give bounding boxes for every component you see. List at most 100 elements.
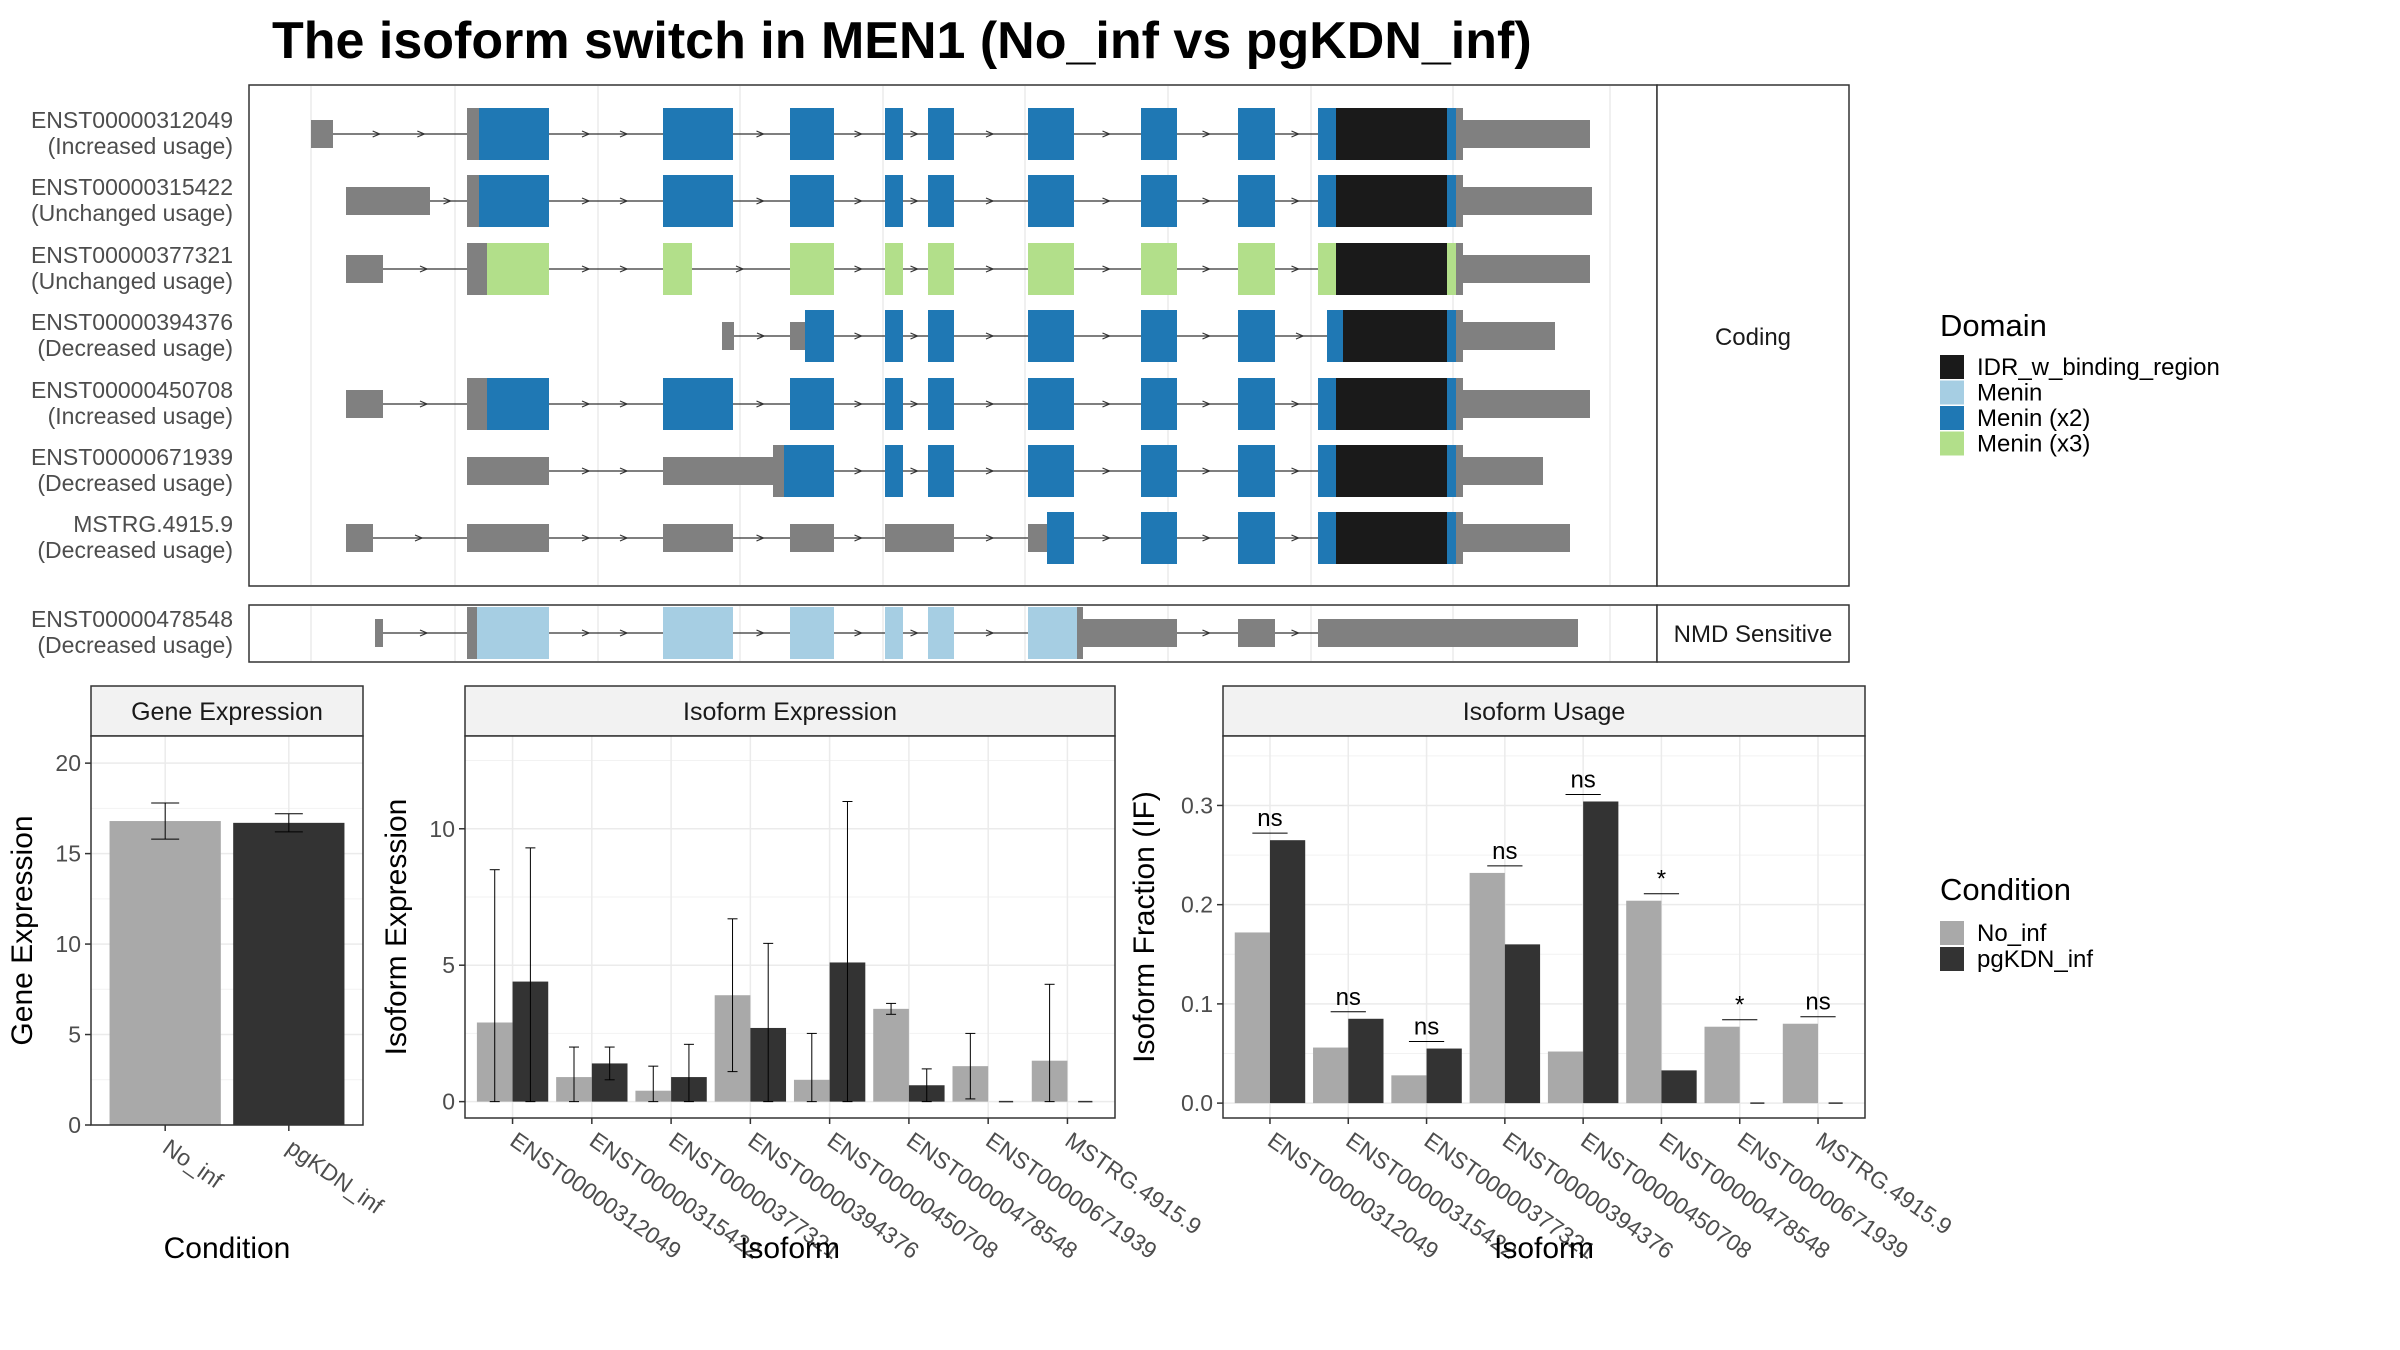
intron-arrow	[854, 130, 864, 138]
coding-exon	[663, 378, 733, 430]
y-tick-label: 0.3	[1181, 792, 1213, 818]
intron-arrow	[910, 467, 920, 475]
utr-exon	[1028, 524, 1047, 552]
coding-exon	[1318, 445, 1336, 497]
utr-exon	[1463, 524, 1570, 552]
bar	[233, 822, 345, 1125]
isoform-row-label: ENST00000315422	[31, 174, 233, 200]
coding-exon	[1238, 175, 1275, 227]
coding-exon	[1028, 607, 1077, 659]
y-tick-label: 10	[429, 816, 455, 842]
intron-arrow	[1102, 467, 1112, 475]
plot-border	[464, 735, 1116, 1119]
intron-arrow	[1291, 629, 1301, 637]
intron-arrow	[735, 265, 745, 273]
y-tick-label: 0	[442, 1089, 455, 1115]
coding-exon	[885, 378, 903, 430]
y-tick-label: 5	[68, 1022, 81, 1048]
coding-exon	[479, 108, 549, 160]
domain-legend-key	[1940, 380, 1964, 405]
intron-arrow	[985, 629, 995, 637]
plot-border	[90, 735, 364, 1126]
utr-exon	[346, 187, 430, 215]
intron-arrow	[985, 534, 995, 542]
gene-expression-panel: Gene Expression 0 5 10 15 20 No_inf pgKDN_inf Co…	[6, 685, 388, 1265]
utr-exon	[885, 524, 954, 552]
intron-arrow	[419, 400, 429, 408]
coding-exon	[1447, 445, 1456, 497]
domain-legend-key	[1940, 406, 1964, 430]
coding-exon	[1141, 175, 1177, 227]
domain-legend-label: Menin	[1977, 380, 2042, 407]
coding-exon	[663, 243, 692, 295]
intron-arrow	[1202, 332, 1212, 340]
utr-exon	[467, 524, 549, 552]
y-tick-label: 5	[442, 952, 455, 978]
intron-arrow	[1291, 467, 1301, 475]
intron-arrow	[619, 400, 629, 408]
significance-label: ns	[1570, 766, 1595, 793]
intron-arrow	[414, 534, 424, 542]
coding-exon	[928, 445, 954, 497]
utr-exon	[346, 524, 373, 552]
isoform-row-label: ENST00000478548	[31, 606, 233, 632]
domain-legend-key	[1940, 431, 1964, 456]
significance-label: *	[1735, 992, 1744, 1019]
intron-arrow	[1202, 197, 1212, 205]
coding-exon	[1456, 243, 1463, 295]
significance-label: ns	[1805, 989, 1830, 1016]
utr-exon	[790, 322, 805, 350]
coding-exon	[1238, 445, 1275, 497]
coding-exon	[1141, 108, 1177, 160]
plot-area	[465, 736, 1115, 1118]
intron-arrow	[1102, 332, 1112, 340]
coding-exon	[1318, 512, 1336, 564]
coding-exon	[1336, 243, 1447, 295]
isoform-row-usage: (Increased usage)	[48, 403, 233, 429]
intron-arrow	[1102, 534, 1112, 542]
panel-strip	[90, 685, 364, 737]
coding-exon	[1318, 175, 1336, 227]
coding-exon	[885, 310, 903, 362]
coding-exon	[885, 175, 903, 227]
isoform-row-label: MSTRG.4915.9	[73, 511, 233, 537]
y-tick-label: 10	[55, 931, 81, 957]
coding-strip	[1656, 84, 1850, 587]
coding-exon	[663, 108, 733, 160]
intron-arrow	[619, 467, 629, 475]
intron-arrow	[854, 467, 864, 475]
intron-arrow	[581, 265, 591, 273]
x-axis-title: Isoform	[1494, 1232, 1594, 1265]
nmd-strip	[1656, 604, 1850, 663]
coding-exon	[1238, 310, 1275, 362]
intron-arrow	[1202, 265, 1212, 273]
coding-exon	[467, 108, 479, 160]
panel-title: Isoform Usage	[1463, 698, 1626, 726]
condition-legend-label: No_inf	[1977, 920, 2047, 947]
coding-exon	[1447, 512, 1456, 564]
isoform-row-label: ENST00000312049	[31, 107, 233, 133]
intron-arrow	[985, 197, 995, 205]
utr-exon	[1318, 619, 1578, 647]
coding-exon	[1456, 445, 1463, 497]
intron-arrow	[1202, 629, 1212, 637]
coding-exon	[467, 175, 479, 227]
isoform-expression-panel: Isoform Expression0510ENST00000312049ENS…	[380, 685, 1206, 1265]
coding-exon	[790, 378, 834, 430]
bar	[1234, 932, 1270, 1104]
coding-exon	[1447, 108, 1456, 160]
bar	[109, 821, 221, 1125]
coding-exon	[1077, 607, 1083, 659]
isoform-row-usage: (Increased usage)	[48, 133, 233, 159]
panel-strip	[1222, 685, 1866, 737]
coding-exon	[773, 445, 784, 497]
coding-exon	[477, 607, 549, 659]
y-tick-label: 0.0	[1181, 1090, 1213, 1116]
bar	[1391, 1075, 1427, 1104]
intron-arrow	[985, 130, 995, 138]
coding-exon	[1318, 108, 1336, 160]
significance-label: ns	[1414, 1014, 1439, 1041]
isoform-row-usage: (Unchanged usage)	[31, 200, 233, 226]
coding-exon	[467, 378, 487, 430]
bar	[1547, 1051, 1584, 1104]
